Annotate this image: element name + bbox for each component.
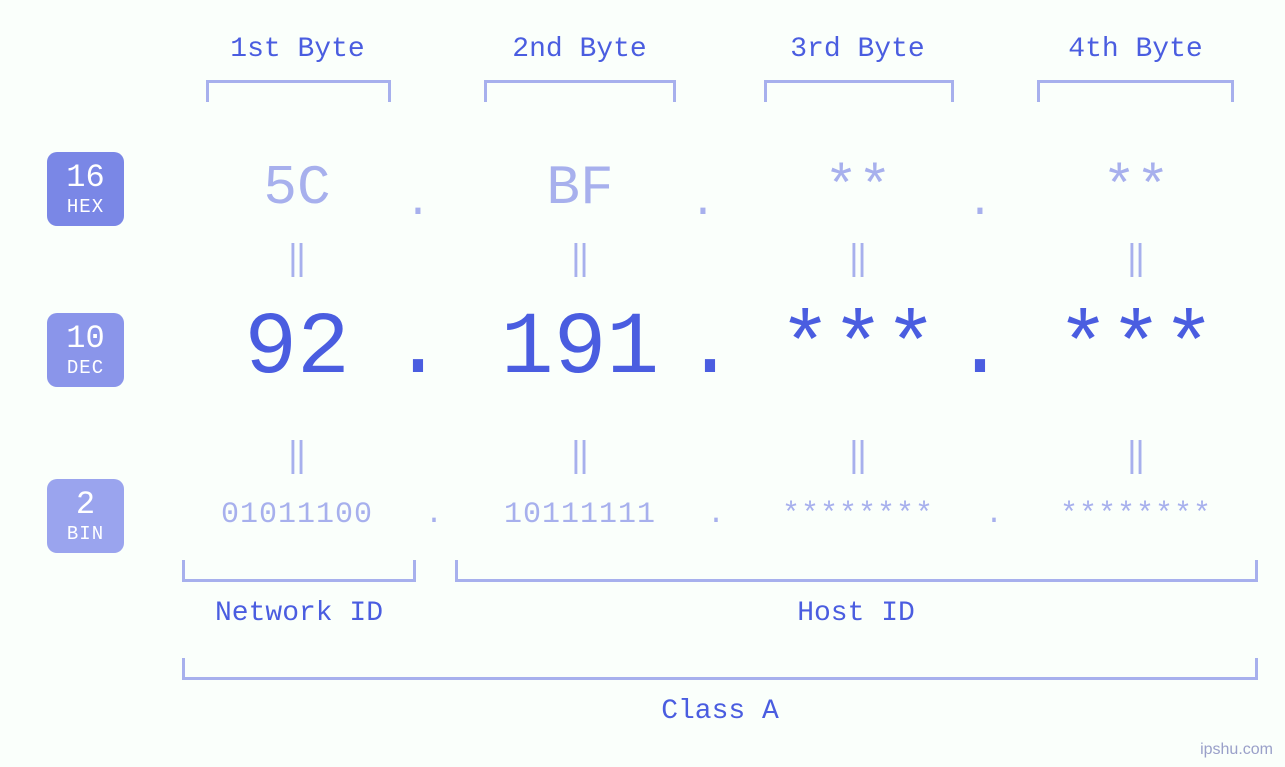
- equals-icon: ‖: [278, 238, 316, 280]
- label-host-id: Host ID: [756, 598, 956, 629]
- base-label: DEC: [67, 359, 104, 378]
- dec-dot-1: .: [388, 300, 448, 399]
- hex-value-2: BF: [480, 156, 680, 220]
- byte-header-1: 1st Byte: [230, 34, 365, 65]
- label-class: Class A: [620, 696, 820, 727]
- bin-value-1: 01011100: [177, 498, 417, 532]
- watermark: ipshu.com: [1200, 741, 1273, 759]
- hex-dot-3: .: [962, 178, 998, 228]
- bracket-class: [182, 658, 1258, 680]
- bin-value-3: ********: [738, 498, 978, 532]
- base-badge-dec: 10 DEC: [47, 313, 124, 387]
- equals-icon: ‖: [1117, 435, 1155, 477]
- bracket-top-1: [206, 80, 391, 102]
- dec-dot-3: .: [950, 300, 1010, 399]
- base-label: HEX: [67, 198, 104, 217]
- byte-header-3: 3rd Byte: [790, 34, 925, 65]
- bracket-top-3: [764, 80, 954, 102]
- bracket-top-2: [484, 80, 676, 102]
- base-badge-bin: 2 BIN: [47, 479, 124, 553]
- dec-value-4: ***: [1036, 300, 1236, 399]
- equals-icon: ‖: [278, 435, 316, 477]
- byte-header-4: 4th Byte: [1068, 34, 1203, 65]
- dec-dot-2: .: [680, 300, 740, 399]
- base-label: BIN: [67, 525, 104, 544]
- bin-dot-2: .: [698, 498, 734, 532]
- equals-icon: ‖: [1117, 238, 1155, 280]
- equals-icon: ‖: [839, 435, 877, 477]
- bracket-top-4: [1037, 80, 1234, 102]
- bracket-network-id: [182, 560, 416, 582]
- bin-dot-3: .: [976, 498, 1012, 532]
- bracket-host-id: [455, 560, 1258, 582]
- base-badge-hex: 16 HEX: [47, 152, 124, 226]
- bin-dot-1: .: [416, 498, 452, 532]
- equals-icon: ‖: [839, 238, 877, 280]
- base-number: 2: [76, 489, 95, 521]
- hex-value-3: **: [758, 156, 958, 220]
- bin-value-2: 10111111: [460, 498, 700, 532]
- equals-icon: ‖: [561, 238, 599, 280]
- hex-value-4: **: [1036, 156, 1236, 220]
- byte-header-2: 2nd Byte: [512, 34, 647, 65]
- dec-value-3: ***: [758, 300, 958, 399]
- dec-value-2: 191: [460, 300, 700, 399]
- label-network-id: Network ID: [199, 598, 399, 629]
- base-number: 16: [66, 162, 104, 194]
- hex-dot-2: .: [685, 178, 721, 228]
- hex-dot-1: .: [400, 178, 436, 228]
- hex-value-1: 5C: [197, 156, 397, 220]
- equals-icon: ‖: [561, 435, 599, 477]
- dec-value-1: 92: [197, 300, 397, 399]
- ip-diagram: { "colors": { "badge_hex": "#7a87e6", "b…: [0, 0, 1285, 767]
- bin-value-4: ********: [1016, 498, 1256, 532]
- base-number: 10: [66, 323, 104, 355]
